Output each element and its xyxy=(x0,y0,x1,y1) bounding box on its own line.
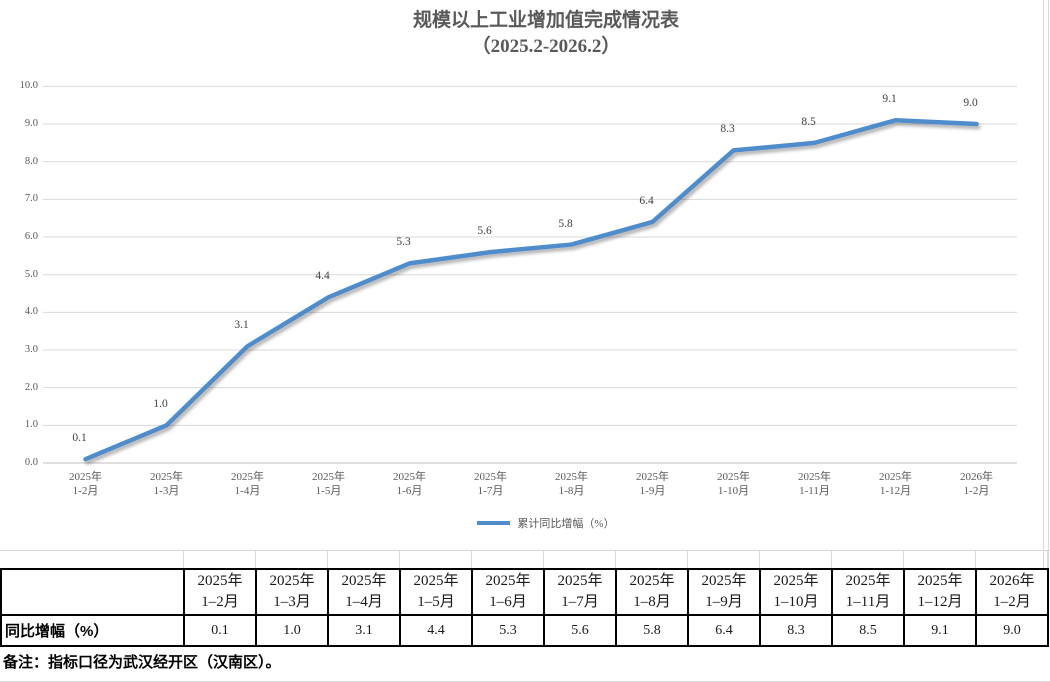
y-axis-tick-label: 8.0 xyxy=(24,155,38,167)
x-axis-category-label: 2025年 1-4月 xyxy=(231,471,264,497)
data-point-label: 8.5 xyxy=(801,115,816,128)
x-axis-category-label: 2025年 1-2月 xyxy=(69,471,102,497)
chart-title-line1: 规模以上工业增加值完成情况表 xyxy=(412,10,679,31)
x-axis-category-label: 2026年 1-2月 xyxy=(960,471,993,497)
table-value-cell[interactable]: 8.5 xyxy=(831,614,905,647)
table-row-label-cell[interactable]: 同比增幅（%） xyxy=(0,614,185,647)
sheet-column-gridline xyxy=(831,550,832,568)
sheet-column-gridline xyxy=(255,550,256,568)
sheet-column-gridline xyxy=(183,550,184,568)
x-axis-category-label: 2025年 1-10月 xyxy=(717,471,750,497)
sheet-column-gridline xyxy=(903,550,904,568)
x-axis-category-label: 2025年 1-11月 xyxy=(798,471,831,497)
chart-plot-area xyxy=(43,85,1017,464)
sheet-column-gridline xyxy=(471,550,472,568)
table-header-cell[interactable]: 2025年 1–7月 xyxy=(543,568,617,616)
x-axis-category-label: 2025年 1-6月 xyxy=(393,471,426,497)
table-value-cell[interactable]: 9.0 xyxy=(975,614,1049,647)
table-value-cell[interactable]: 3.1 xyxy=(327,614,401,647)
chart-title-line2: （2025.2-2026.2） xyxy=(471,36,621,57)
x-axis-category-label: 2025年 1-12月 xyxy=(879,471,912,497)
sheet-column-gridline xyxy=(615,550,616,568)
table-header-cell[interactable]: 2025年 1–4月 xyxy=(327,568,401,616)
legend-line-swatch xyxy=(477,521,511,525)
table-value-cell[interactable]: 4.4 xyxy=(399,614,473,647)
sheet-column-gridline xyxy=(543,550,544,568)
x-axis-category-label: 2025年 1-9月 xyxy=(636,471,669,497)
chart-legend: 累计同比增幅（%） xyxy=(42,514,1050,532)
table-header-cell[interactable]: 2025年 1–6月 xyxy=(471,568,545,616)
sheet-column-gridline xyxy=(759,550,760,568)
table-header-cell[interactable]: 2025年 1–9月 xyxy=(687,568,761,616)
sheet-column-gridline xyxy=(327,550,328,568)
footnote: 备注：指标口径为武汉经开区（汉南区）。 xyxy=(3,654,281,671)
table-value-cell[interactable]: 5.8 xyxy=(615,614,689,647)
sheet-column-gridline xyxy=(1047,550,1048,568)
table-value-row: 同比增幅（%） 0.1 1.0 3.1 4.4 5.3 5.6 5.8 6.4 8.3 8.5 9.1… xyxy=(0,614,1049,647)
table-header-cell[interactable]: 2025年 1–10月 xyxy=(759,568,833,616)
x-axis-category-label: 2025年 1-3月 xyxy=(150,471,183,497)
table-header-cell[interactable]: 2025年 1–3月 xyxy=(255,568,329,616)
data-point-label: 8.3 xyxy=(720,123,735,136)
y-axis-tick-label: 6.0 xyxy=(24,231,38,243)
y-axis-tick-label: 9.0 xyxy=(24,118,38,130)
y-axis-tick-label: 2.0 xyxy=(24,381,38,393)
table-value-cell[interactable]: 1.0 xyxy=(255,614,329,647)
data-point-label: 1.0 xyxy=(153,398,168,411)
y-axis-tick-label: 4.0 xyxy=(24,306,38,318)
data-point-label: 9.1 xyxy=(882,93,897,106)
table-value-cell[interactable]: 0.1 xyxy=(183,614,257,647)
x-axis-category-label: 2025年 1-5月 xyxy=(312,471,345,497)
y-axis-tick-label: 7.0 xyxy=(24,193,38,205)
table-corner-cell[interactable] xyxy=(0,568,185,616)
data-point-label: 4.4 xyxy=(315,270,330,283)
sheet-column-gridline xyxy=(1048,0,1049,568)
table-header-cell[interactable]: 2025年 1–8月 xyxy=(615,568,689,616)
y-axis-tick-label: 10.0 xyxy=(19,80,38,92)
data-point-label: 3.1 xyxy=(234,319,249,332)
table-header-cell[interactable]: 2025年 1–5月 xyxy=(399,568,473,616)
data-point-label: 9.0 xyxy=(963,97,978,110)
data-point-label: 5.6 xyxy=(477,225,492,238)
table-value-cell[interactable]: 8.3 xyxy=(759,614,833,647)
sheet-column-gridline xyxy=(975,550,976,568)
data-point-label: 0.1 xyxy=(72,432,87,445)
sheet-row-gridline xyxy=(0,550,1050,551)
table-value-cell[interactable]: 5.3 xyxy=(471,614,545,647)
data-point-label: 6.4 xyxy=(639,194,654,207)
series-line[interactable] xyxy=(83,118,979,462)
table-value-cell[interactable]: 9.1 xyxy=(903,614,977,647)
chart-title: 规模以上工业增加值完成情况表 （2025.2-2026.2） xyxy=(42,8,1050,60)
table-header-cell[interactable]: 2025年 1–11月 xyxy=(831,568,905,616)
table-header-row: 2025年 1–2月 2025年 1–3月 2025年 1–4月 2025年 1–5月 2025… xyxy=(0,568,1049,616)
table-header-cell[interactable]: 2026年 1–2月 xyxy=(975,568,1049,616)
x-axis-category-label: 2025年 1-8月 xyxy=(555,471,588,497)
sheet-column-gridline xyxy=(399,550,400,568)
table-header-cell[interactable]: 2025年 1–12月 xyxy=(903,568,977,616)
table-value-cell[interactable]: 6.4 xyxy=(687,614,761,647)
line-chart-object[interactable]: 规模以上工业增加值完成情况表 （2025.2-2026.2） 0.0 1.0 2.0… xyxy=(0,0,1050,550)
sheet-column-gridline xyxy=(1043,0,1044,568)
y-axis-tick-label: 3.0 xyxy=(24,344,38,356)
data-table: 2025年 1–2月 2025年 1–3月 2025年 1–4月 2025年 1–5月 2025… xyxy=(0,568,1049,647)
y-axis-tick-label: 0.0 xyxy=(24,457,38,468)
sheet-column-gridline xyxy=(687,550,688,568)
table-value-cell[interactable]: 5.6 xyxy=(543,614,617,647)
y-axis-tick-label: 1.0 xyxy=(24,419,38,431)
legend-label: 累计同比增幅（%） xyxy=(517,518,615,530)
data-point-label: 5.3 xyxy=(396,236,411,249)
table-header-cell[interactable]: 2025年 1–2月 xyxy=(183,568,257,616)
y-axis-tick-label: 5.0 xyxy=(24,268,38,280)
x-axis-category-label: 2025年 1-7月 xyxy=(474,471,507,497)
data-point-label: 5.8 xyxy=(558,217,573,230)
